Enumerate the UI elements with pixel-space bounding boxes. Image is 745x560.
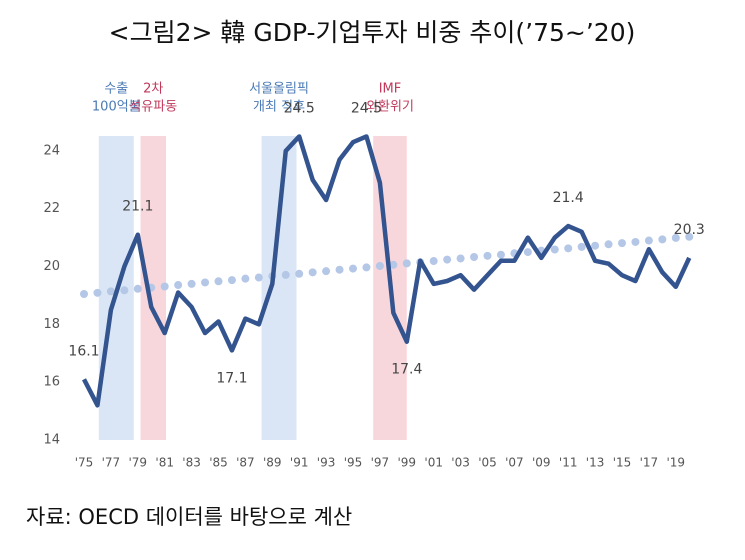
trend-dot [402,259,411,268]
data-label: 16.1 [68,343,99,359]
trend-dot [120,286,129,295]
x-tick-label: '19 [667,456,686,470]
data-label: 24.5 [284,100,315,116]
highlight-label: IMF [379,82,402,97]
trend-dot [80,290,88,299]
trend-dot [429,257,438,266]
x-tick-label: '85 [209,456,228,470]
trend-dot [254,273,263,282]
trend-dot [591,241,600,250]
trend-dot [523,248,532,257]
x-tick-label: '17 [640,456,659,470]
x-tick-label: '13 [586,456,605,470]
trend-dot [658,235,667,244]
data-label: 20.3 [674,222,705,238]
trend-dot [106,287,115,296]
x-tick-label: '87 [236,456,255,470]
data-line [82,134,692,408]
trend-dot [496,250,505,259]
trend-dot [618,239,626,248]
x-tick-label: '77 [102,456,121,470]
trend-dot [133,284,142,293]
trend-dot [308,268,317,277]
x-tick-label: '91 [290,456,309,470]
x-tick-label: '93 [317,456,336,470]
trend-dot [577,242,586,251]
trend-dot [295,269,304,278]
trend-dot [187,279,196,288]
trend-dot [456,254,465,263]
x-tick-label: '97 [371,456,390,470]
trend-dot [564,244,573,253]
y-tick-label: 14 [43,433,60,448]
data-label: 21.1 [122,199,153,215]
data-label: 17.1 [216,370,247,386]
x-tick-label: '03 [451,456,470,470]
trend-dot [604,240,613,249]
highlight-label: 외환위기 [366,100,414,115]
x-tick-label: '15 [613,456,632,470]
highlight-label: 100억불 [92,100,141,115]
trend-dot [671,233,680,242]
trend-dot [335,265,344,274]
trend-dot [281,270,290,279]
highlight-label: 석유파동 [129,100,177,115]
trend-dot [443,255,452,264]
trend-dot [227,276,236,285]
data-label: 17.4 [391,362,422,378]
data-label: 24.5 [351,100,382,116]
trend-dot [174,281,183,290]
x-tick-label: '75 [75,456,94,470]
x-tick-label: '89 [263,456,282,470]
trend-dot [685,232,694,241]
trend-dot [483,251,492,260]
y-tick-label: 22 [43,201,60,216]
highlight-label: 서울올림픽 [249,82,309,97]
x-tick-label: '11 [559,456,578,470]
trend-dot [644,236,653,245]
x-tick-label: '99 [398,456,417,470]
highlight-label: 수출 [104,82,128,97]
chart-title: <그림2> 韓 GDP-기업투자 비중 추이(’75~’20) [109,18,636,47]
source-note: 자료: OECD 데이터를 바탕으로 계산 [26,505,352,529]
trend-dot [214,277,223,286]
x-tick-label: '79 [129,456,148,470]
x-tick-label: '07 [505,456,524,470]
y-tick-label: 18 [43,317,60,332]
trend-dot [160,282,169,291]
x-tick-label: '05 [478,456,497,470]
trend-dot [631,237,640,246]
trend-dot [470,253,479,262]
trend-dot [322,267,331,276]
trend-dot [241,274,250,283]
highlight-band [261,136,297,440]
data-label: 21.4 [553,190,584,206]
x-tick-label: '81 [155,456,174,470]
x-tick-label: '09 [532,456,551,470]
y-tick-label: 16 [43,375,60,390]
trend-dot [362,263,371,272]
trend-dot [93,288,102,297]
highlight-label: 2차 [143,82,163,97]
trend-dot [201,278,210,287]
trend-dot [389,260,398,269]
x-tick-label: '01 [424,456,443,470]
trend-dot [550,245,559,254]
y-tick-label: 20 [43,259,60,274]
trend-dot [349,264,357,273]
highlight-label: 개최 직후 [253,100,305,115]
x-tick-label: '95 [344,456,363,470]
trend-dot [375,261,384,270]
x-tick-label: '83 [182,456,201,470]
y-tick-label: 24 [43,143,60,158]
